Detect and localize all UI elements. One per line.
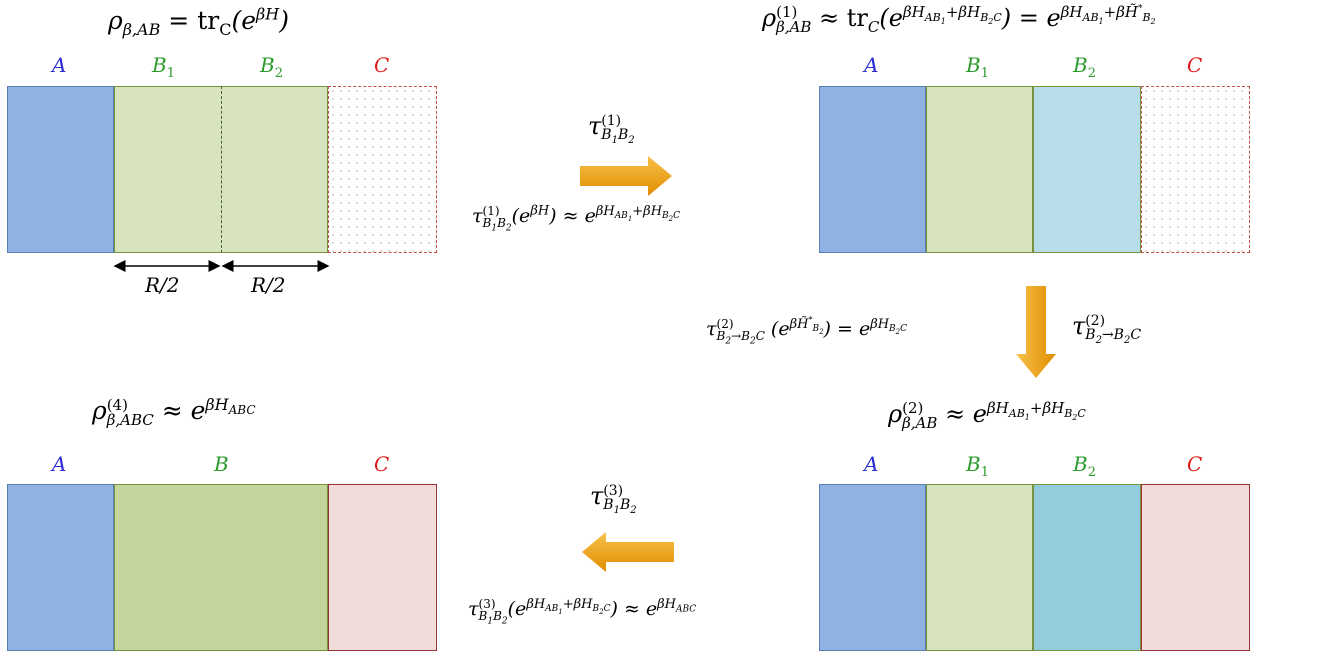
region-b1	[926, 86, 1033, 253]
region-a	[819, 484, 926, 651]
region-b2	[1033, 484, 1141, 651]
label-b2: B2	[1073, 53, 1096, 77]
label-b1: B1	[966, 53, 989, 77]
region-b1	[114, 86, 221, 253]
width-label-1: R/2	[145, 273, 180, 297]
region-b2	[221, 86, 328, 253]
region-b	[114, 484, 328, 651]
region-a	[7, 484, 114, 651]
title-top-left: ρβ,AB = trC(eβH)	[108, 6, 289, 35]
step1-equation: τ (1) B1B2 (eβH) ≈ eβHAB1+βHB2C	[472, 205, 680, 229]
arrow-left-icon	[582, 532, 674, 572]
label-a: A	[52, 452, 66, 476]
label-b1: B1	[966, 452, 989, 476]
width-label-2: R/2	[251, 273, 286, 297]
label-c: C	[374, 452, 389, 476]
label-a: A	[52, 53, 66, 77]
region-b1	[926, 484, 1033, 651]
step2-equation: τ (2) B2→B2C (eβH̃*B2) = eβHB2C	[706, 318, 907, 342]
label-b2: B2	[1073, 452, 1096, 476]
region-b2	[1033, 86, 1141, 253]
label-a: A	[864, 452, 878, 476]
region-c	[328, 484, 437, 651]
arrow-right-icon	[580, 156, 672, 196]
label-c: C	[374, 53, 389, 77]
label-a: A	[864, 53, 878, 77]
region-c	[328, 86, 437, 253]
region-c	[1141, 86, 1250, 253]
label-b1: B1	[152, 53, 175, 77]
region-a	[7, 86, 114, 253]
arrow-down-icon	[1016, 286, 1056, 378]
label-b: B	[214, 452, 229, 476]
width-arrows	[108, 256, 338, 276]
title-bottom-left: ρ (4) β,ABC ≈ eβHABC	[92, 396, 256, 428]
label-c: C	[1187, 452, 1202, 476]
title-top-right: ρ (1) β,AB ≈ trC(eβHAB1+βHB2C) = eβHAB1+βH…	[762, 4, 1156, 35]
step3-label: τ (3) B1B2	[590, 482, 637, 512]
region-c	[1141, 484, 1250, 651]
step2-label: τ (2) B2→B2C	[1072, 312, 1141, 342]
label-c: C	[1187, 53, 1202, 77]
step1-label: τ (1) B1B2	[588, 112, 635, 142]
region-a	[819, 86, 926, 253]
label-b2: B2	[260, 53, 283, 77]
title-bottom-right: ρ (2) β,AB ≈ eβHAB1+βHB2C	[888, 400, 1086, 431]
step3-equation: τ (3) B1B2 (eβHAB1+βHB2C) ≈ eβHABC	[468, 598, 696, 622]
